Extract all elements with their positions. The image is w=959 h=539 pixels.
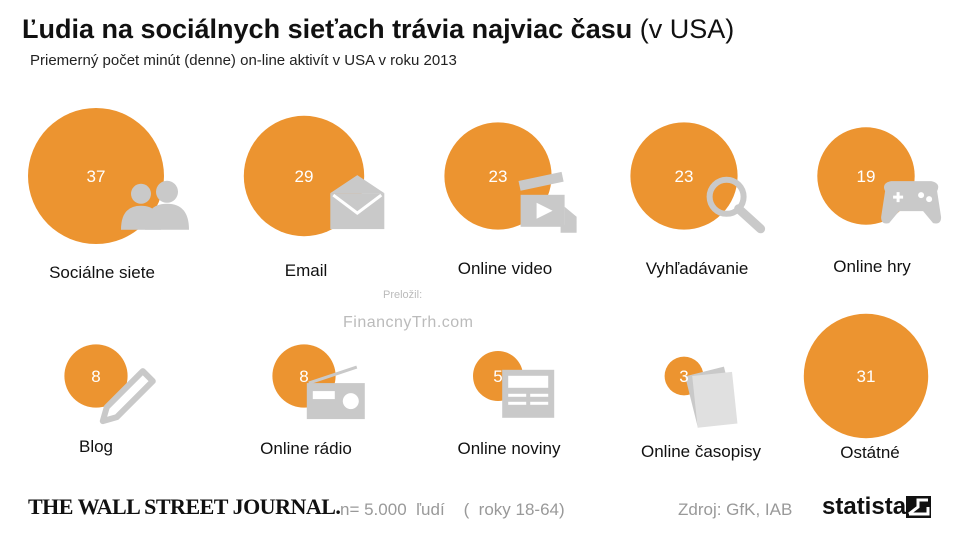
category-label: Sociálne siete	[49, 263, 155, 282]
category-label: Online video	[458, 259, 553, 278]
title-suffix: (v USA)	[639, 14, 735, 44]
people-icon	[121, 180, 189, 230]
bubble-value: 23	[675, 167, 694, 186]
gamepad-icon	[881, 181, 942, 224]
magnifier-icon	[706, 176, 766, 234]
chart-subtitle: Priemerný počet minút (denne) on-line ak…	[30, 52, 457, 69]
bubble-value: 8	[91, 367, 100, 386]
pencil-icon	[99, 368, 156, 425]
sample-note: n= 5.000 ľudí ( roky 18-64)	[340, 500, 565, 519]
statista-logo-mark	[906, 496, 931, 518]
bubble-value: 31	[857, 367, 876, 386]
source-note: Zdroj: GfK, IAB	[678, 500, 793, 519]
category-label: Online rádio	[260, 439, 352, 458]
category-label: Ostátné	[840, 443, 900, 462]
magazine-icon	[685, 366, 738, 428]
bubble	[64, 344, 128, 408]
category-label: Email	[285, 261, 328, 280]
bubble	[803, 313, 929, 439]
bubble-value: 23	[489, 167, 508, 186]
bubble-value: 29	[295, 167, 314, 186]
category-label: Online noviny	[457, 439, 561, 458]
category-label: Vyhľadávanie	[646, 259, 749, 278]
bubble-value: 37	[87, 167, 106, 186]
title-main: Ľudia na sociálnych sieťach trávia najvi…	[22, 14, 633, 44]
newspaper-icon	[502, 369, 555, 418]
bubble-value: 3	[679, 367, 688, 386]
bubble-value: 8	[299, 367, 308, 386]
statista-logo: statista	[822, 493, 907, 520]
clapperboard-icon	[518, 171, 577, 233]
bubble-value: 5	[493, 367, 502, 386]
publisher-logo: THE WALL STREET JOURNAL.	[28, 494, 341, 519]
envelope-icon	[330, 175, 385, 230]
radio-icon	[306, 365, 365, 420]
category-label: Blog	[79, 437, 113, 456]
category-label: Online hry	[833, 257, 911, 276]
bubble-value: 19	[857, 167, 876, 186]
watermark: FinancnyTrh.com	[343, 314, 474, 331]
watermark-translator: Preložil:	[383, 289, 423, 301]
chart-title: Ľudia na sociálnych sieťach trávia najvi…	[22, 14, 734, 45]
category-label: Online časopisy	[641, 442, 762, 461]
